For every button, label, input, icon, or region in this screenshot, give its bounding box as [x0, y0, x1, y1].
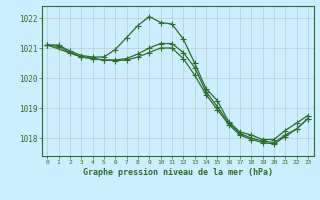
X-axis label: Graphe pression niveau de la mer (hPa): Graphe pression niveau de la mer (hPa): [83, 168, 273, 177]
